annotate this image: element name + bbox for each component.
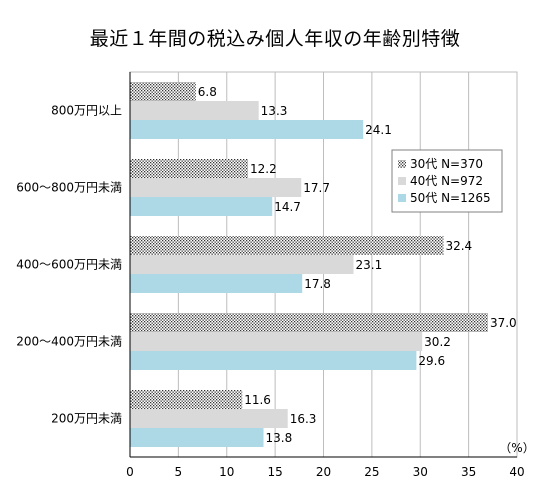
legend-swatch: [398, 177, 406, 185]
legend-box: [391, 149, 503, 213]
x-tick-label: 30: [413, 465, 428, 479]
data-label: 32.4: [445, 239, 472, 253]
legend-label: 30代 N=370: [410, 157, 483, 171]
x-tick-label: 35: [461, 465, 476, 479]
legend-label: 40代 N=972: [410, 174, 483, 188]
category-label: 200万円未満: [51, 412, 122, 426]
x-tick-label: 0: [126, 465, 134, 479]
bar: [130, 82, 196, 101]
data-label: 11.6: [244, 393, 271, 407]
x-tick-label: 10: [219, 465, 234, 479]
bar: [130, 390, 243, 409]
bar: [130, 332, 423, 351]
data-label: 13.3: [261, 104, 288, 118]
bar: [130, 428, 264, 447]
x-tick-label: 20: [316, 465, 331, 479]
axes: 0 5 10 15 20 25 30 35 40 （%） 800万円以上 600～800万円未満 400…: [16, 72, 535, 479]
data-label: 37.0: [490, 316, 517, 330]
legend: 30代 N=370 40代 N=972 50代 N=1265: [391, 149, 503, 213]
category-label: 200～400万円未満: [16, 335, 122, 349]
bar: [130, 236, 444, 255]
data-label: 30.2: [424, 335, 451, 349]
data-label: 16.3: [290, 412, 317, 426]
data-label: 12.2: [250, 162, 277, 176]
data-label: 23.1: [355, 258, 382, 272]
x-tick-label: 40: [509, 465, 524, 479]
data-label: 17.8: [304, 277, 331, 291]
chart-title: 最近１年間の税込み個人年収の年齢別特徴: [89, 28, 461, 50]
bar: [130, 120, 364, 139]
data-label: 13.8: [266, 431, 293, 445]
x-tick-label: 25: [364, 465, 379, 479]
bars: 6.8 13.3 24.1 12.2 17.714.7 32.4 23.1 17.8 37.0 3…: [130, 82, 517, 447]
bar: [130, 197, 273, 216]
bar: [130, 159, 249, 178]
x-tick-label: 5: [175, 465, 183, 479]
bar: [130, 274, 303, 293]
data-label: 29.6: [418, 354, 445, 368]
category-label: 600～800万円未満: [16, 181, 122, 195]
legend-label: 50代 N=1265: [410, 191, 491, 205]
bar: [130, 313, 488, 332]
x-tick-label: 15: [267, 465, 282, 479]
data-label: 17.7: [303, 181, 330, 195]
bar: [130, 409, 288, 428]
bar: [130, 101, 259, 120]
data-label: 24.1: [365, 123, 392, 137]
unit-label: （%）: [499, 441, 534, 455]
data-label: 6.8: [198, 85, 217, 99]
category-label: 400～600万円未満: [16, 258, 122, 272]
category-label: 800万円以上: [51, 104, 122, 118]
bar: [130, 351, 417, 370]
bar: [130, 255, 354, 274]
legend-swatch: [398, 194, 406, 202]
bar: [130, 178, 302, 197]
legend-swatch: [398, 160, 406, 168]
data-label: 14.7: [274, 200, 301, 214]
